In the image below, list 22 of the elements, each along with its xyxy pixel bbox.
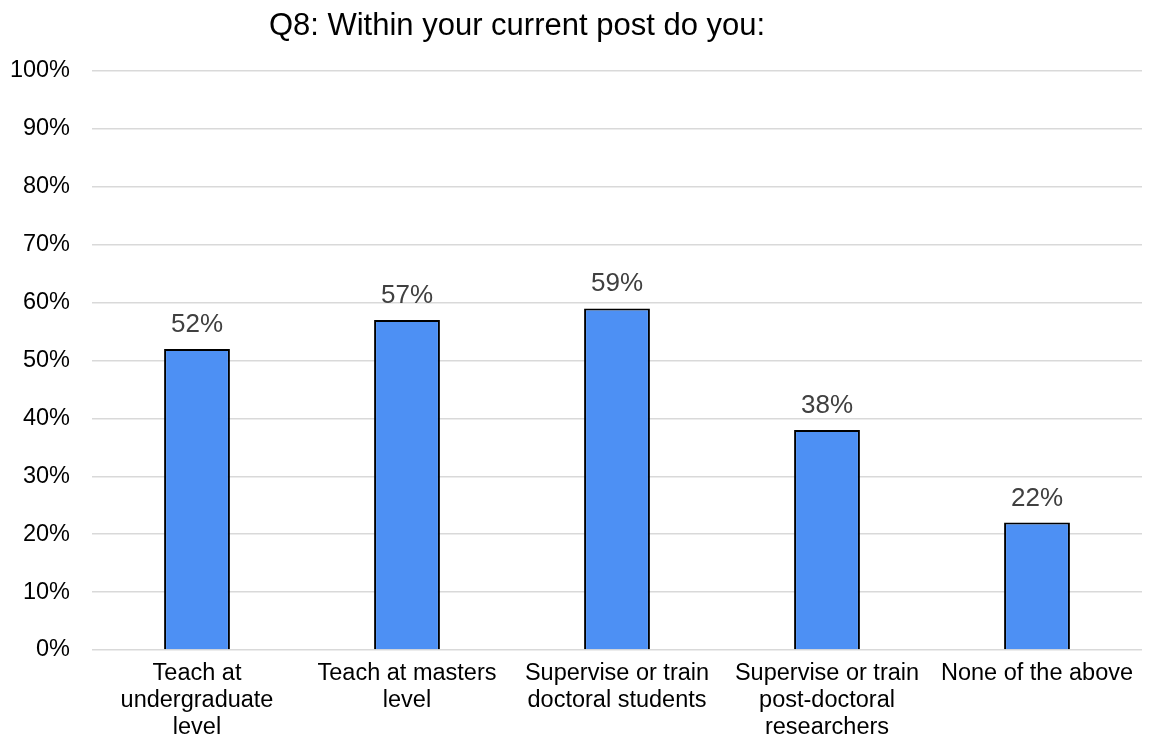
data-label: 57% xyxy=(380,278,434,309)
x-tick-label: Supervise or train doctoral students xyxy=(524,659,710,713)
y-tick-label: 90% xyxy=(22,114,71,141)
y-tick-label: 70% xyxy=(22,230,71,257)
y-tick-label: 10% xyxy=(22,577,71,604)
y-tick-label: 30% xyxy=(22,461,71,488)
x-tick-label: Teach at undergraduate level xyxy=(120,659,274,740)
y-tick-label: 100% xyxy=(9,56,71,83)
x-tick-label: None of the above xyxy=(940,659,1134,685)
y-tick-label: 20% xyxy=(22,519,71,546)
y-tick-label: 60% xyxy=(22,288,71,315)
data-label: 59% xyxy=(590,267,644,298)
y-tick-label: 0% xyxy=(36,635,71,662)
y-tick-label: 50% xyxy=(22,345,71,372)
y-tick-label: 40% xyxy=(22,403,71,430)
chart-title: Q8: Within your current post do you: xyxy=(267,7,767,42)
x-tick-label: Teach at masters level xyxy=(317,659,497,713)
y-tick-label: 80% xyxy=(22,172,71,199)
data-label: 52% xyxy=(170,307,224,338)
data-label: 38% xyxy=(800,388,854,419)
data-label: 22% xyxy=(1010,481,1064,512)
x-tick-label: Supervise or train post-doctoral researchers xyxy=(734,659,920,740)
